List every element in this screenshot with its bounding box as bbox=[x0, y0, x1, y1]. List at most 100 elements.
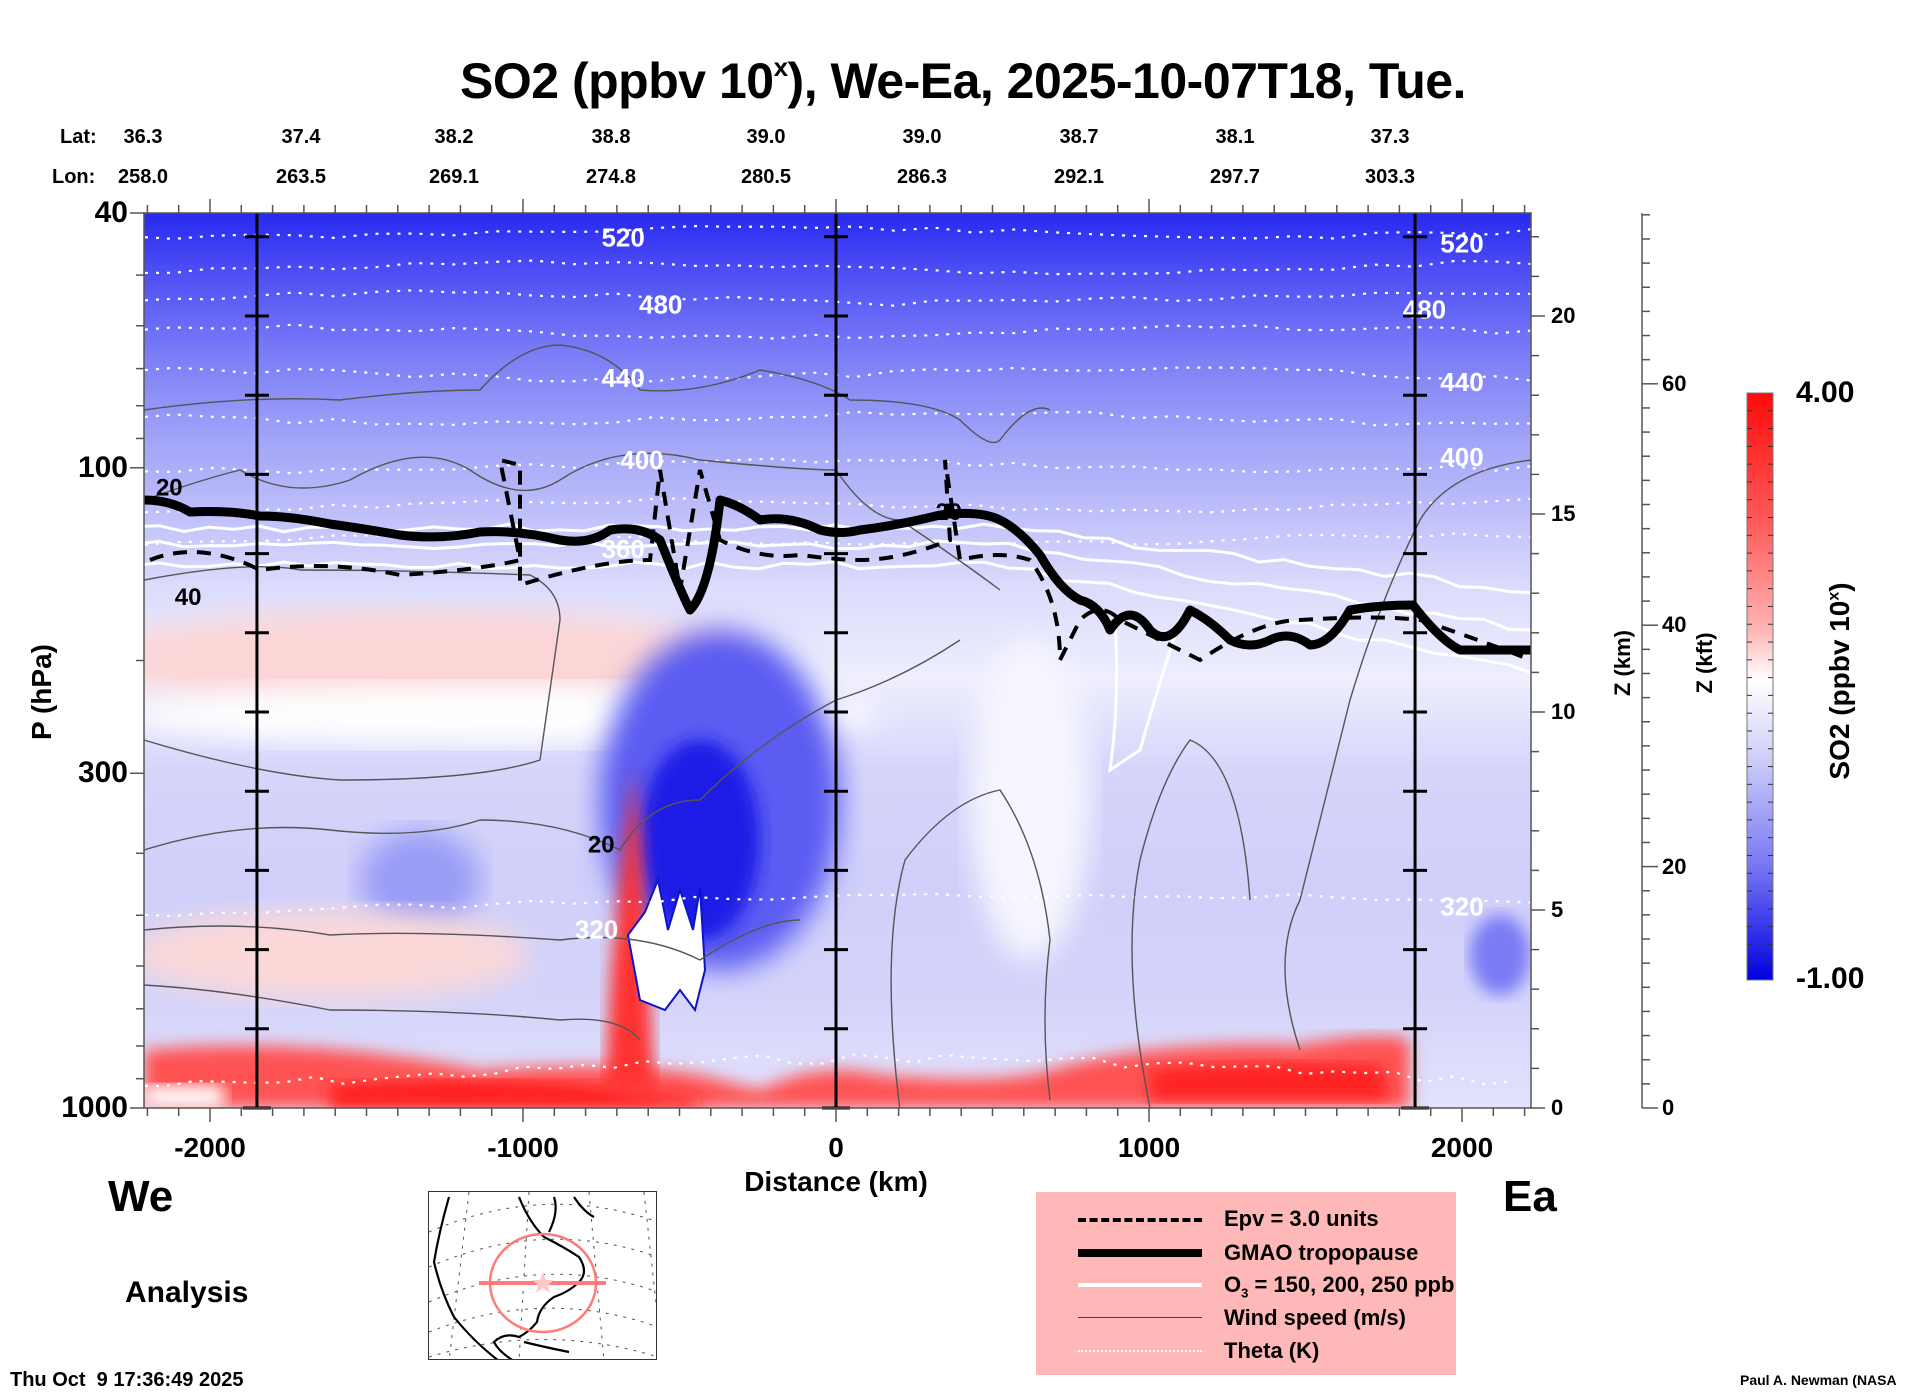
x-tick-label: -2000 bbox=[174, 1132, 246, 1163]
map-cross-section-marker bbox=[479, 1232, 606, 1334]
contour-label: 480 bbox=[1403, 294, 1446, 324]
title-text: SO2 (ppbv 10 bbox=[460, 53, 774, 109]
so2-feature-blue-core bbox=[640, 740, 760, 940]
lon-value: 292.1 bbox=[1053, 166, 1105, 188]
so2-feature-blue-west bbox=[360, 830, 480, 930]
z-km-tick-label: 5 bbox=[1551, 897, 1564, 922]
so2-feature-pink-band bbox=[144, 610, 750, 710]
analysis-label: Analysis bbox=[125, 1276, 249, 1309]
wind-contour bbox=[144, 919, 801, 961]
z-km-tick-label: 0 bbox=[1551, 1095, 1564, 1120]
lon-value: 269.1 bbox=[428, 166, 480, 188]
contour-label: 440 bbox=[1440, 367, 1483, 397]
so2-feature-plume-column bbox=[605, 770, 655, 1090]
z-km-tick-label: 10 bbox=[1551, 699, 1576, 724]
contour-label: 20 bbox=[935, 499, 962, 526]
lat-value: 37.3 bbox=[1370, 126, 1410, 148]
so2-feature-blue-east bbox=[1470, 915, 1530, 995]
so2-field bbox=[144, 213, 1531, 1108]
legend-thin-line-icon bbox=[1078, 1317, 1202, 1318]
legend-label: Theta (K) bbox=[1224, 1338, 1320, 1363]
legend-label: Wind speed (m/s) bbox=[1224, 1305, 1406, 1330]
contour-label: 320 bbox=[1440, 891, 1483, 921]
colorbar-ticks bbox=[1747, 410, 1773, 963]
legend-item-ozone: O3 = 150, 200, 250 ppb bbox=[1036, 1272, 1456, 1302]
lon-value: 297.7 bbox=[1209, 166, 1261, 188]
legend-item-wind: Wind speed (m/s) bbox=[1036, 1305, 1456, 1335]
legend-thick-line-icon bbox=[1078, 1249, 1202, 1257]
contour-label: 440 bbox=[601, 363, 644, 393]
colorbar-title-text: SO2 (ppbv 10 bbox=[1824, 600, 1855, 780]
lat-value: 39.0 bbox=[746, 126, 786, 148]
tropopause-path bbox=[144, 495, 1531, 655]
y-tick-label: 40 bbox=[94, 196, 128, 229]
contour-label: 20 bbox=[156, 475, 183, 502]
lon-value: 258.0 bbox=[117, 166, 169, 188]
y-axis-ticks bbox=[130, 212, 144, 1109]
title-superscript: x bbox=[773, 52, 788, 83]
vertical-markers bbox=[242, 213, 1430, 1110]
x-tick-label: 0 bbox=[828, 1132, 844, 1163]
map-coastlines bbox=[432, 1196, 595, 1359]
chart-title: SO2 (ppbv 10x), We-Ea, 2025-10-07T18, Tu… bbox=[0, 52, 1926, 110]
so2-feature-white-column bbox=[970, 640, 1090, 960]
y-tick-label: 1000 bbox=[61, 1091, 128, 1124]
lon-value: 286.3 bbox=[896, 166, 948, 188]
timestamp: Thu Oct 9 17:36:49 2025 bbox=[10, 1369, 244, 1391]
y-tick-label: 300 bbox=[77, 756, 128, 790]
tropopause-line bbox=[144, 495, 1531, 655]
z-km-tick-label: 20 bbox=[1551, 303, 1576, 328]
contour-label: 20 bbox=[588, 832, 615, 859]
lat-value: 38.1 bbox=[1215, 126, 1255, 148]
contour-label: 480 bbox=[639, 289, 682, 319]
contour-label: 520 bbox=[1440, 229, 1483, 259]
x-tick-label: 1000 bbox=[1117, 1132, 1181, 1163]
legend-label: Epv = 3.0 units bbox=[1224, 1206, 1379, 1231]
wind-contour bbox=[890, 789, 1051, 1108]
theta-contour bbox=[144, 224, 1531, 241]
lat-prefix: Lat: bbox=[60, 126, 97, 148]
so2-feature-red-core-east bbox=[1150, 1063, 1390, 1100]
legend-white-line-icon bbox=[1078, 1283, 1202, 1287]
x-axis-ticks bbox=[146, 199, 1526, 1122]
lon-value: 303.3 bbox=[1364, 166, 1416, 188]
title-text-rest: ), We-Ea, 2025-10-07T18, Tue. bbox=[787, 53, 1467, 109]
lon-value: 274.8 bbox=[585, 166, 637, 188]
legend-label-sub: 3 bbox=[1241, 1285, 1249, 1301]
contour-label: 320 bbox=[575, 914, 618, 944]
wind-contour bbox=[1284, 459, 1531, 1051]
theta-contour bbox=[144, 532, 1531, 546]
legend-label: GMAO tropopause bbox=[1224, 1240, 1419, 1265]
lat-value: 36.3 bbox=[123, 126, 163, 148]
ozone-contour bbox=[144, 539, 1531, 632]
colorbar-title: SO2 (ppbv 10x) bbox=[1824, 551, 1856, 811]
theta-contour bbox=[144, 259, 1531, 276]
wind-contour bbox=[144, 452, 1001, 591]
x-tick-label: -1000 bbox=[487, 1132, 559, 1163]
contour-label: 400 bbox=[620, 445, 663, 475]
so2-feature-missing-region bbox=[626, 876, 707, 1013]
epv-contour bbox=[149, 457, 1531, 663]
contour-labels: 520 480 440 400 360 520 480 440 400 320 320 20 40 20 2… bbox=[156, 222, 1484, 944]
wind-contours bbox=[144, 344, 1531, 1108]
map-center-star-icon bbox=[532, 1272, 554, 1293]
lon-prefix: Lon: bbox=[52, 166, 96, 188]
x-tick-label: 2000 bbox=[1430, 1132, 1494, 1163]
z-kft-axis-ticks bbox=[1642, 214, 1658, 1109]
legend-label-o: O bbox=[1224, 1272, 1242, 1297]
legend-label-rest: = 150, 200, 250 ppb bbox=[1248, 1272, 1455, 1297]
contour-label: 520 bbox=[601, 222, 644, 252]
legend-item-tropopause: GMAO tropopause bbox=[1036, 1240, 1456, 1270]
z-km-axis-title: Z (km) bbox=[1610, 630, 1635, 696]
contour-label: 360 bbox=[601, 534, 644, 564]
east-label: Ea bbox=[1503, 1172, 1557, 1221]
lat-value: 39.0 bbox=[902, 126, 942, 148]
theta-contour bbox=[144, 497, 1531, 514]
y-axis-title: P (hPa) bbox=[26, 644, 57, 740]
colorbar bbox=[1746, 392, 1774, 981]
wind-contour bbox=[1131, 739, 1251, 1108]
lat-value: 37.4 bbox=[281, 126, 321, 148]
lat-value: 38.8 bbox=[591, 126, 631, 148]
contour-label: 40 bbox=[175, 584, 202, 611]
